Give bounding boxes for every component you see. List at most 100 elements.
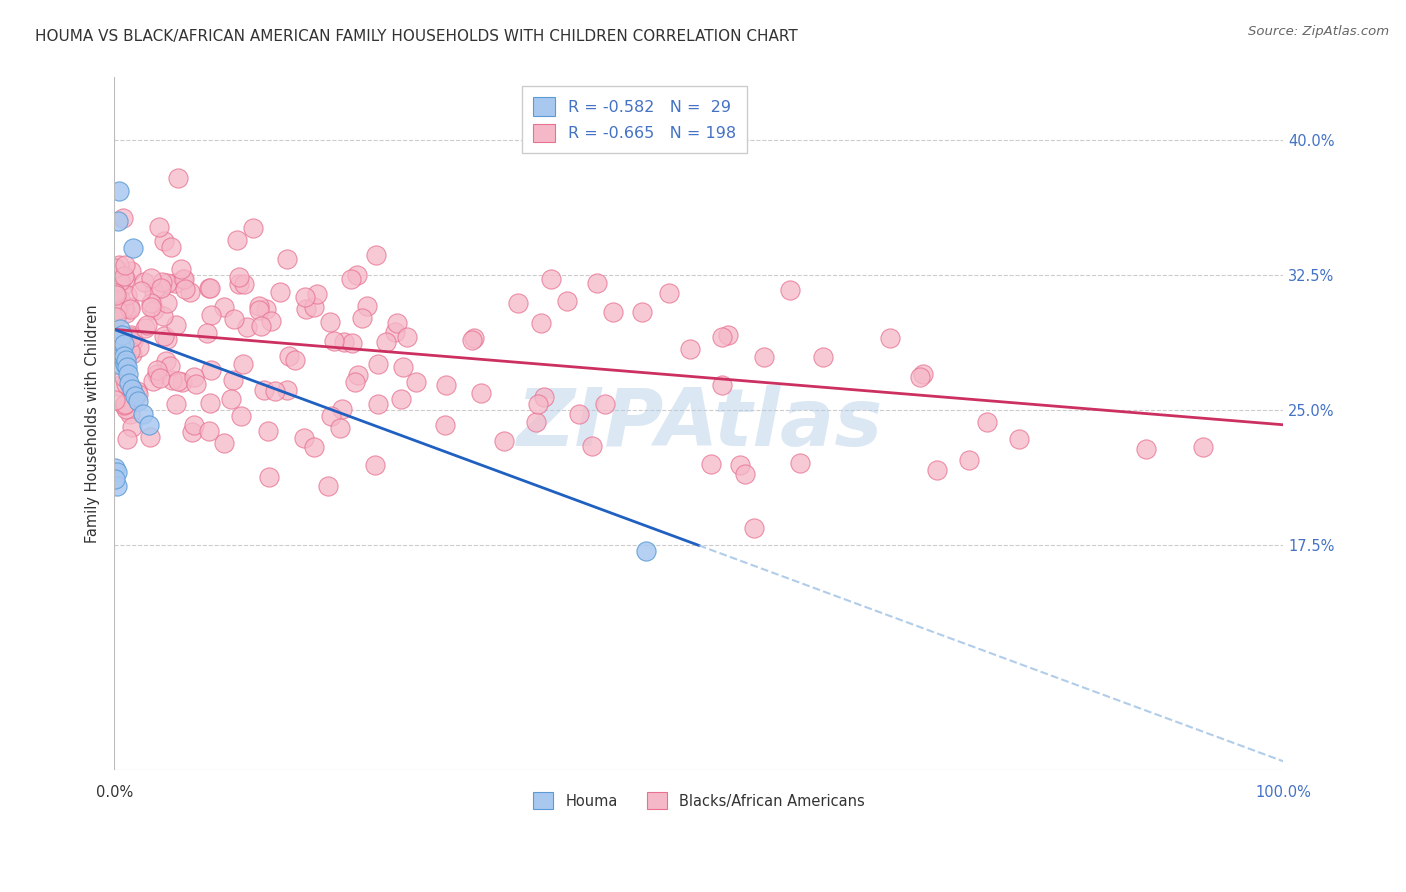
Point <box>104 288 127 302</box>
Point <box>104 260 127 275</box>
Point <box>121 420 143 434</box>
Point <box>104 326 127 341</box>
Point <box>232 277 254 291</box>
Point <box>389 392 412 406</box>
Point <box>277 349 299 363</box>
Point <box>112 350 135 364</box>
Point <box>115 336 138 351</box>
Point <box>276 383 298 397</box>
Point <box>121 334 143 348</box>
Point <box>228 270 250 285</box>
Point <box>128 340 150 354</box>
Point <box>149 371 172 385</box>
Point <box>284 353 307 368</box>
Point <box>159 359 181 373</box>
Point <box>170 375 193 389</box>
Point <box>156 333 179 347</box>
Point <box>115 360 138 375</box>
Point <box>114 377 136 392</box>
Point <box>110 281 132 295</box>
Point <box>132 407 155 421</box>
Point <box>114 397 136 411</box>
Point <box>143 302 166 317</box>
Point <box>200 362 222 376</box>
Point <box>323 334 346 348</box>
Point <box>711 377 734 392</box>
Point <box>364 248 387 262</box>
Point <box>156 276 179 290</box>
Point <box>212 436 235 450</box>
Point <box>163 276 186 290</box>
Point <box>302 440 325 454</box>
Point <box>658 285 681 300</box>
Point <box>242 221 264 235</box>
Point <box>115 353 138 368</box>
Point <box>117 368 139 382</box>
Point <box>125 384 148 399</box>
Point <box>434 417 457 432</box>
Point <box>292 431 315 445</box>
Point <box>463 331 485 345</box>
Point <box>110 292 132 306</box>
Point <box>728 458 751 472</box>
Point <box>340 272 363 286</box>
Point <box>118 301 141 316</box>
Point <box>526 415 548 429</box>
Point <box>555 294 578 309</box>
Point <box>183 370 205 384</box>
Point <box>586 276 609 290</box>
Point <box>127 387 149 401</box>
Point <box>711 330 734 344</box>
Point <box>228 277 250 291</box>
Point <box>387 317 409 331</box>
Point <box>1008 432 1031 446</box>
Point <box>180 425 202 440</box>
Point <box>129 284 152 298</box>
Point <box>105 293 128 308</box>
Point <box>110 340 132 354</box>
Point <box>302 300 325 314</box>
Point <box>110 274 132 288</box>
Point <box>160 373 183 387</box>
Point <box>269 285 291 300</box>
Point <box>344 376 367 390</box>
Point <box>104 294 127 309</box>
Point <box>198 425 221 439</box>
Point <box>910 369 932 384</box>
Point <box>329 421 352 435</box>
Point <box>179 285 201 299</box>
Point <box>384 326 406 340</box>
Point <box>127 394 149 409</box>
Point <box>367 397 389 411</box>
Point <box>434 378 457 392</box>
Point <box>392 360 415 375</box>
Point <box>508 296 530 310</box>
Point <box>155 354 177 368</box>
Point <box>226 233 249 247</box>
Point <box>118 376 141 391</box>
Point <box>150 275 173 289</box>
Text: HOUMA VS BLACK/AFRICAN AMERICAN FAMILY HOUSEHOLDS WITH CHILDREN CORRELATION CHAR: HOUMA VS BLACK/AFRICAN AMERICAN FAMILY H… <box>35 29 797 44</box>
Point <box>112 301 135 315</box>
Point <box>105 479 128 493</box>
Point <box>114 357 136 371</box>
Point <box>316 479 339 493</box>
Point <box>494 434 516 448</box>
Point <box>120 264 142 278</box>
Point <box>461 334 484 348</box>
Point <box>107 348 129 362</box>
Point <box>120 328 142 343</box>
Point <box>104 345 127 359</box>
Point <box>1192 440 1215 454</box>
Point <box>276 252 298 266</box>
Point <box>636 543 658 558</box>
Point <box>165 397 187 411</box>
Point <box>356 299 378 313</box>
Point <box>110 359 132 373</box>
Point <box>115 433 138 447</box>
Point <box>976 415 998 429</box>
Point <box>111 211 134 225</box>
Point <box>679 342 702 356</box>
Point <box>602 304 624 318</box>
Point <box>232 357 254 371</box>
